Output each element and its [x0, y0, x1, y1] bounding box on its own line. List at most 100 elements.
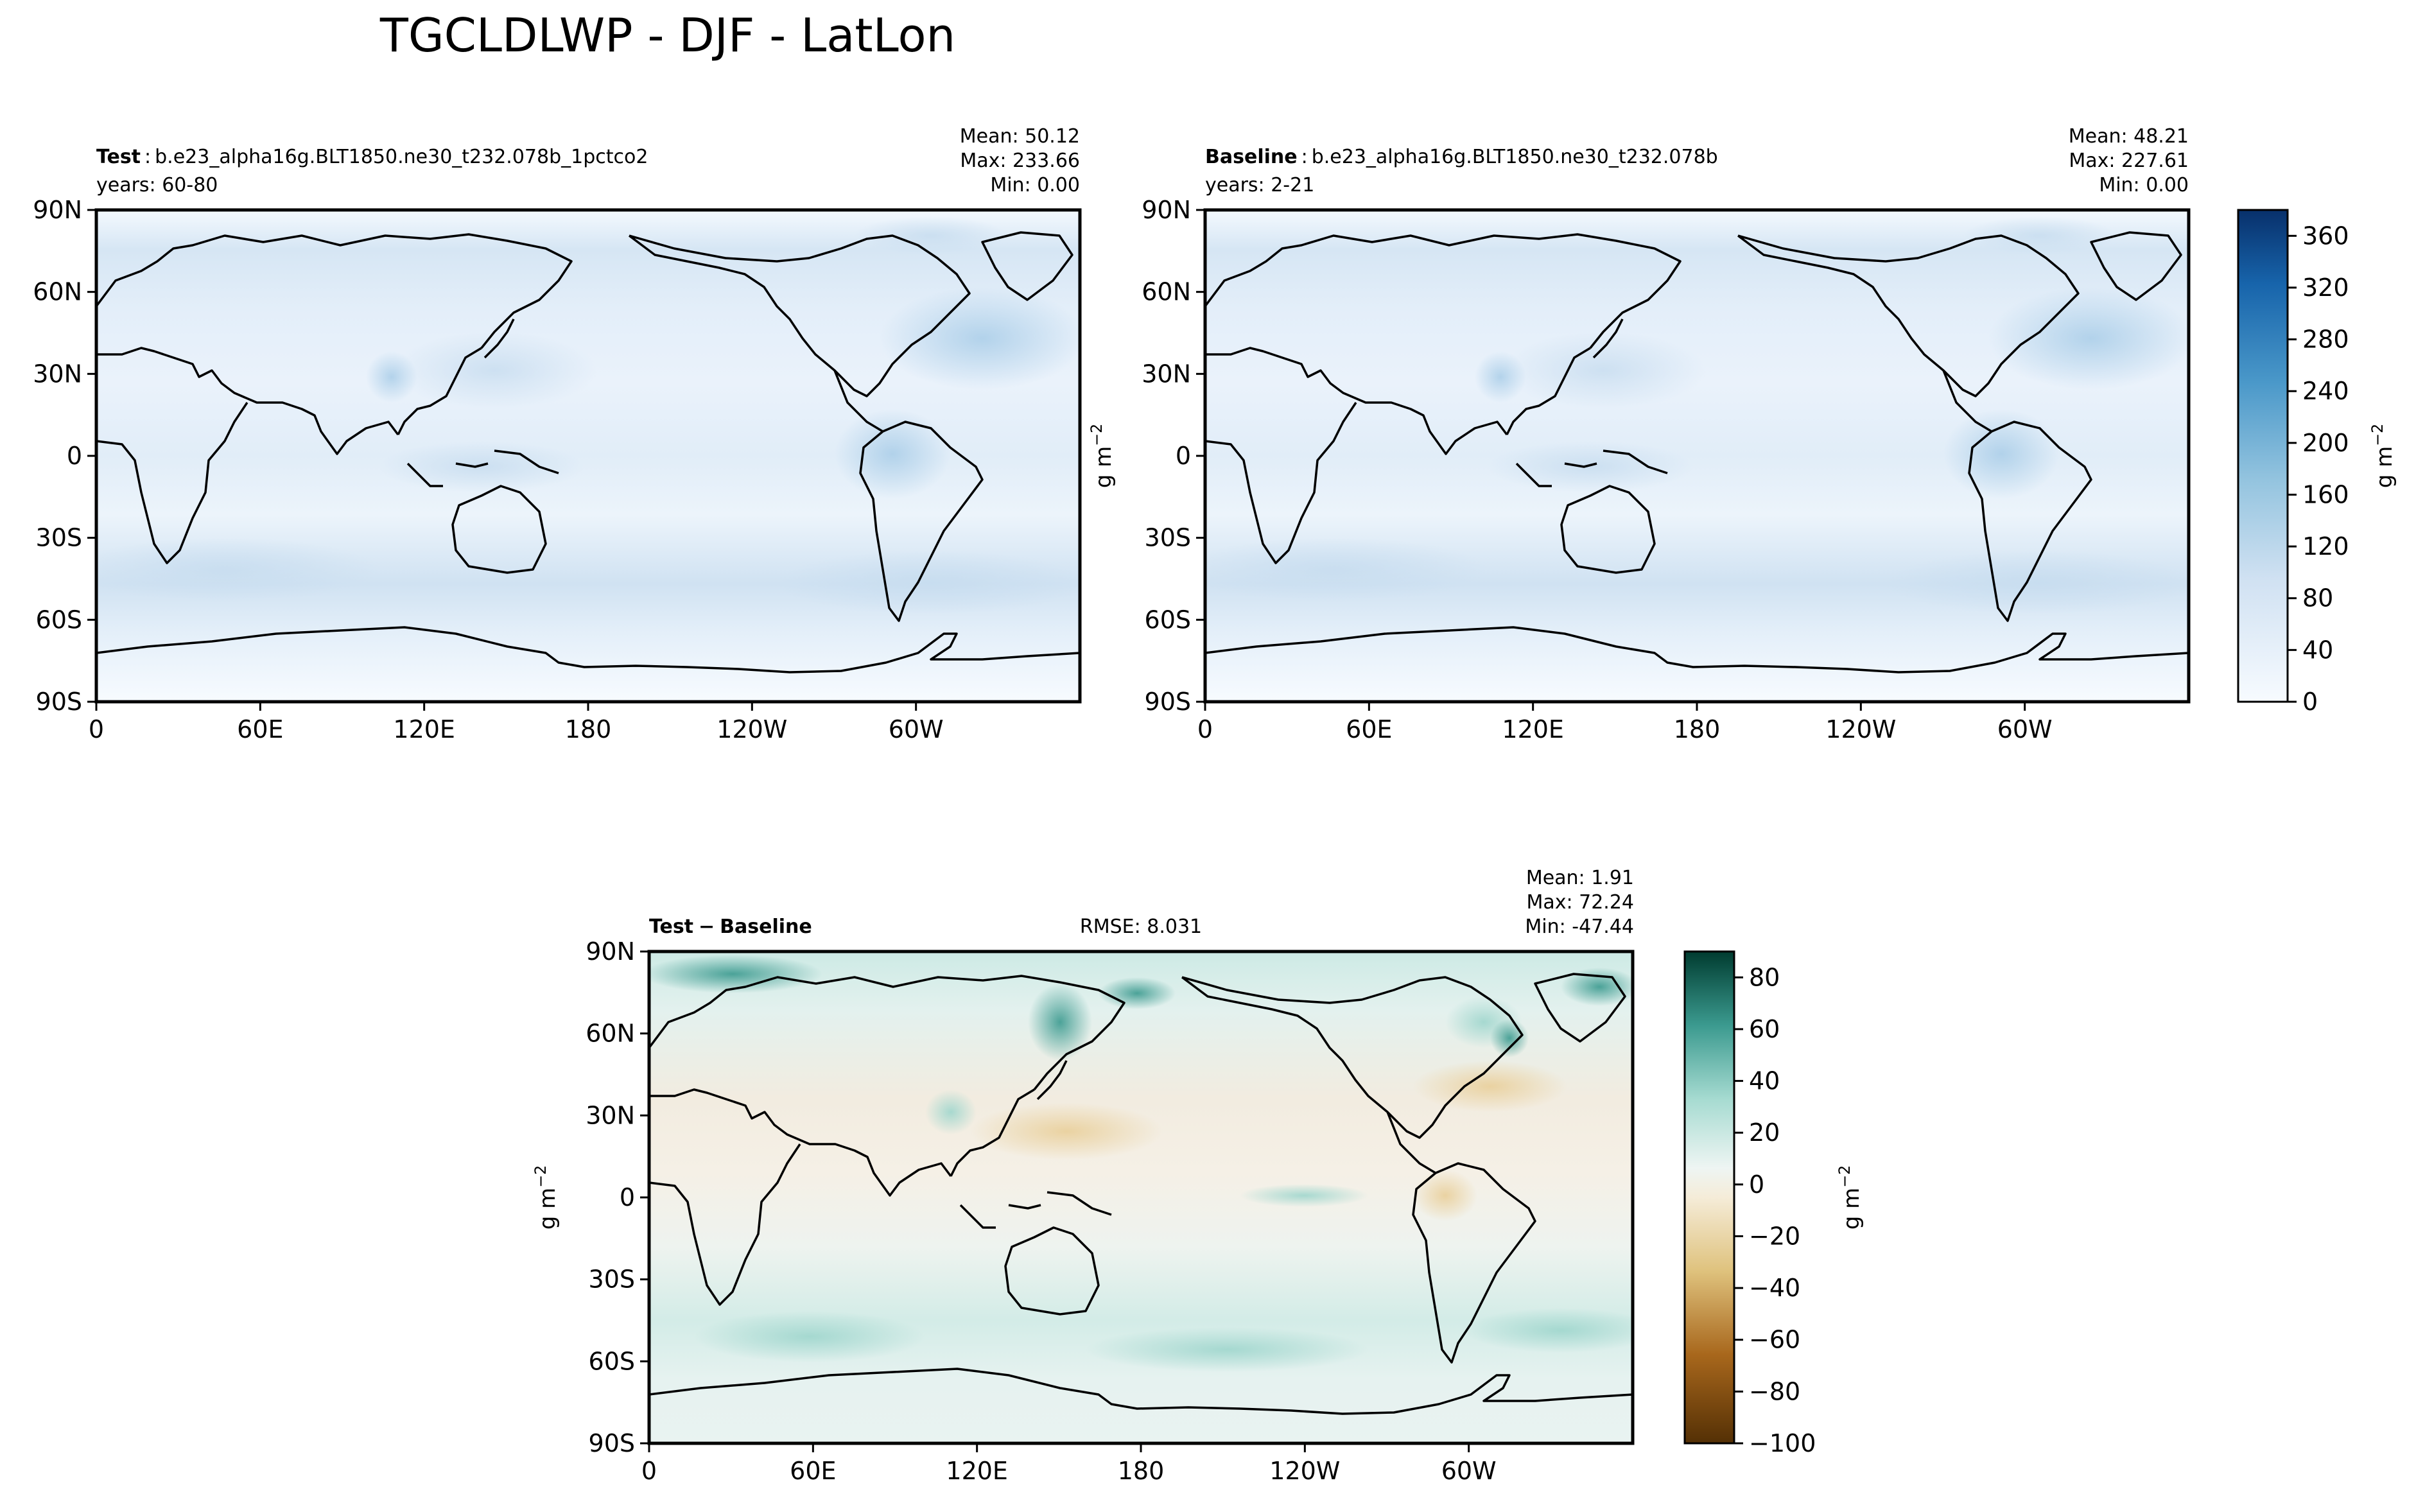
baseline-colorbar-tick-label: 160: [2302, 480, 2349, 508]
diff-colorbar-tick-label: −60: [1749, 1326, 1800, 1354]
test-panel-label-sep: :: [144, 146, 151, 168]
baseline-colorbar-label: g m−2: [2368, 424, 2397, 489]
test-panel: Test: b.e23_alpha16g.BLT1850.ne30_t232.07…: [33, 125, 1082, 743]
svg-text:Baseline:b.e23_alpha16g.BLT185: Baseline: b.e23_alpha16g.BLT1850.ne30_t23…: [1205, 146, 1718, 168]
diff-y-tick-label: 30S: [589, 1265, 635, 1294]
baseline-y-tick-label: 0: [1176, 442, 1191, 470]
test-y-tick-label: 60S: [36, 605, 82, 634]
diff-colorbar-label: g m−2: [1836, 1165, 1864, 1230]
diff-colorbar: [1683, 950, 1735, 1445]
diff-colorbar-tick-label: −40: [1749, 1274, 1800, 1302]
test-x-tick-label: 120W: [717, 715, 787, 743]
diff-colorbar-tick-label: 40: [1749, 1067, 1780, 1095]
baseline-colorbar: [2237, 209, 2289, 703]
diff-colorbar-tick-label: 0: [1749, 1170, 1764, 1199]
diff-colorbar-tick-label: −20: [1749, 1222, 1800, 1250]
diff-y-tick-label: 30N: [586, 1101, 635, 1129]
test-stat-min: Min: 0.00: [990, 174, 1080, 196]
test-map: [94, 208, 1082, 704]
svg-text:Test−Baseline: Test − Baseline: [649, 916, 812, 938]
baseline-x-tick-label: 120W: [1825, 715, 1896, 743]
baseline-y-tick-label: 90N: [1142, 196, 1191, 224]
baseline-stat-min: Min: 0.00: [2099, 174, 2189, 196]
diff-stat-min: Min: -47.44: [1525, 916, 1634, 938]
baseline-x-tick-label: 60E: [1346, 715, 1392, 743]
diff-y-tick-label: 90N: [586, 937, 635, 966]
test-stat-mean: Mean: 50.12: [960, 125, 1080, 148]
baseline-y-tick-label: 60N: [1142, 278, 1191, 306]
baseline-x-tick-label: 60W: [1997, 715, 2053, 743]
diff-x-tick-label: 120W: [1269, 1457, 1340, 1485]
baseline-colorbar-tick-label: 0: [2302, 688, 2318, 716]
diff-stat-mean: Mean: 1.91: [1526, 867, 1634, 889]
test-y-tick-label: 0: [67, 442, 82, 470]
test-y-tick-label: 60N: [33, 278, 82, 306]
diff-colorbar-tick-label: 60: [1749, 1015, 1780, 1043]
test-x-tick-label: 60W: [889, 715, 944, 743]
baseline-panel-label-sep: :: [1301, 146, 1308, 168]
diff-stat-max: Max: 72.24: [1526, 891, 1634, 914]
diff-x-tick-label: 120E: [946, 1457, 1008, 1485]
baseline-colorbar-tick-label: 240: [2302, 377, 2349, 405]
baseline-y-tick-label: 90S: [1145, 688, 1191, 716]
diff-colorbar-tick-label: −100: [1749, 1429, 1816, 1457]
diff-y-tick-label: 0: [620, 1183, 635, 1212]
baseline-y-tick-label: 30S: [1145, 524, 1191, 552]
diff-x-tick-label: 180: [1118, 1457, 1165, 1485]
test-y-tick-label: 30S: [36, 524, 82, 552]
test-y-tick-label: 30N: [33, 360, 82, 388]
baseline-x-tick-label: 120E: [1502, 715, 1564, 743]
diff-x-tick-label: 0: [641, 1457, 657, 1485]
baseline-y-axis-label: g m−2: [1088, 424, 1117, 489]
baseline-stat-mean: Mean: 48.21: [2069, 125, 2189, 148]
baseline-colorbar-tick-label: 360: [2302, 222, 2349, 250]
test-x-tick-label: 60E: [237, 715, 283, 743]
test-stat-max: Max: 233.66: [960, 150, 1080, 172]
test-x-tick-label: 120E: [393, 715, 455, 743]
baseline-colorbar-ticks: 0 40 80 120 160 200 240 280 320 360: [2288, 222, 2349, 716]
diff-label-op: −: [699, 916, 715, 938]
diff-label-baseline: Baseline: [720, 916, 812, 938]
baseline-y-tick-label: 30N: [1142, 360, 1191, 388]
diff-y-axis-label: g m−2: [532, 1165, 561, 1230]
test-x-tick-label: 0: [89, 715, 104, 743]
baseline-y-ticks: 90N 60N 30N 0 30S 60S 90S: [1142, 196, 1205, 716]
baseline-colorbar-tick-label: 280: [2302, 326, 2349, 354]
difference-panel: Test − Baseline RMSE: 8.031 Mean: 1.91 Max…: [532, 867, 1864, 1485]
test-panel-label: Test: [96, 146, 141, 168]
test-y-tick-label: 90S: [36, 688, 82, 716]
baseline-colorbar-tick-label: 80: [2302, 584, 2333, 613]
diff-y-ticks: 90N 60N 30N 0 30S 60S 90S: [586, 937, 649, 1457]
diff-rmse: RMSE: 8.031: [1080, 916, 1202, 938]
baseline-panel-label: Baseline: [1205, 146, 1298, 168]
diff-colorbar-tick-label: 20: [1749, 1118, 1780, 1147]
baseline-panel: Baseline: b.e23_alpha16g.BLT1850.ne30_t23…: [1088, 125, 2397, 743]
diff-label-test: Test: [649, 916, 693, 938]
test-x-ticks: 0 60E 120E 180 120W 60W: [89, 702, 944, 743]
svg-text:Test:b.e23_alpha16g.BLT1850.ne: Test: b.e23_alpha16g.BLT1850.ne30_t232.07…: [96, 146, 648, 168]
baseline-stat-max: Max: 227.61: [2069, 150, 2189, 172]
diff-y-tick-label: 60N: [586, 1020, 635, 1048]
baseline-y-tick-label: 60S: [1145, 605, 1191, 634]
difference-map: [647, 950, 1635, 1445]
diff-colorbar-tick-label: 80: [1749, 963, 1780, 991]
baseline-colorbar-tick-label: 200: [2302, 429, 2349, 457]
test-y-ticks: 90N 60N 30N 0 30S 60S 90S: [33, 196, 96, 716]
baseline-x-tick-label: 0: [1197, 715, 1213, 743]
diff-x-ticks: 0 60E 120E 180 120W 60W: [641, 1443, 1497, 1485]
test-case-name: b.e23_alpha16g.BLT1850.ne30_t232.078b_1p…: [155, 146, 648, 168]
baseline-x-tick-label: 180: [1674, 715, 1721, 743]
baseline-years: years: 2-21: [1205, 174, 1314, 196]
baseline-case-name: b.e23_alpha16g.BLT1850.ne30_t232.078b: [1312, 146, 1718, 168]
baseline-colorbar-tick-label: 320: [2302, 274, 2349, 302]
test-years: years: 60-80: [96, 174, 218, 196]
baseline-map: [1203, 208, 2191, 704]
test-x-tick-label: 180: [565, 715, 612, 743]
diff-x-tick-label: 60E: [790, 1457, 836, 1485]
figure-title: TGCLDLWP - DJF - LatLon: [379, 8, 955, 62]
test-y-tick-label: 90N: [33, 196, 82, 224]
baseline-colorbar-tick-label: 40: [2302, 636, 2333, 664]
diff-y-tick-label: 60S: [589, 1347, 635, 1375]
diff-x-tick-label: 60W: [1441, 1457, 1497, 1485]
